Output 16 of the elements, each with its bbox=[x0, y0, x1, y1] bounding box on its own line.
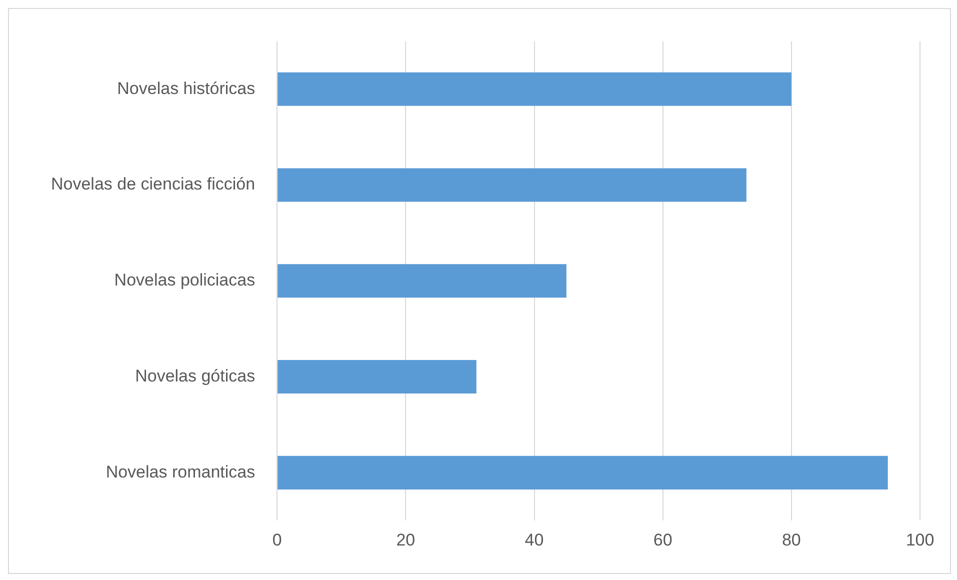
x-tick-label: 40 bbox=[524, 530, 544, 550]
y-tick-label: Novelas históricas bbox=[117, 78, 256, 98]
y-tick-label: Novelas romanticas bbox=[106, 462, 256, 482]
x-tick-label: 100 bbox=[906, 530, 934, 550]
bar bbox=[278, 360, 476, 394]
x-tick-label: 80 bbox=[782, 530, 801, 550]
bar bbox=[278, 72, 792, 106]
y-tick-label: Novelas policiacas bbox=[114, 270, 256, 290]
x-tick-label: 60 bbox=[653, 530, 672, 550]
y-tick-label: Novelas de ciencias ficción bbox=[50, 174, 256, 194]
x-tick-label: 0 bbox=[272, 530, 282, 550]
bar bbox=[278, 168, 746, 202]
bar bbox=[278, 456, 888, 490]
bar bbox=[278, 264, 566, 298]
x-tick-label: 20 bbox=[396, 530, 416, 550]
y-tick-label: Novelas góticas bbox=[135, 366, 256, 386]
